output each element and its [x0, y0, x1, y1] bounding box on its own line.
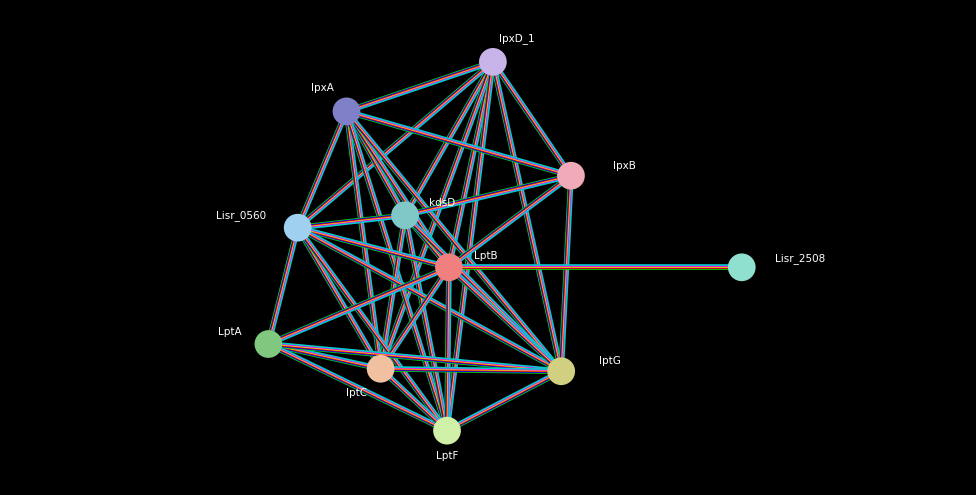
Ellipse shape	[255, 330, 282, 358]
Text: kdsD: kdsD	[429, 198, 455, 208]
Ellipse shape	[284, 214, 311, 242]
Ellipse shape	[728, 253, 755, 281]
Ellipse shape	[433, 417, 461, 445]
Ellipse shape	[557, 162, 585, 190]
Ellipse shape	[367, 355, 394, 383]
Text: lptG: lptG	[599, 356, 621, 366]
Text: lpxA: lpxA	[310, 83, 334, 93]
Text: Lisr_2508: Lisr_2508	[775, 253, 826, 264]
Text: lpxD_1: lpxD_1	[500, 33, 535, 44]
Text: LptA: LptA	[218, 327, 241, 337]
Text: LptF: LptF	[436, 451, 458, 461]
Text: lpxB: lpxB	[613, 161, 636, 171]
Text: Lisr_0560: Lisr_0560	[216, 210, 266, 221]
Ellipse shape	[435, 253, 463, 281]
Ellipse shape	[548, 357, 575, 385]
Text: LptB: LptB	[474, 251, 498, 261]
Ellipse shape	[479, 48, 507, 76]
Text: lptC: lptC	[346, 388, 367, 397]
Ellipse shape	[333, 98, 360, 125]
Ellipse shape	[391, 201, 419, 229]
